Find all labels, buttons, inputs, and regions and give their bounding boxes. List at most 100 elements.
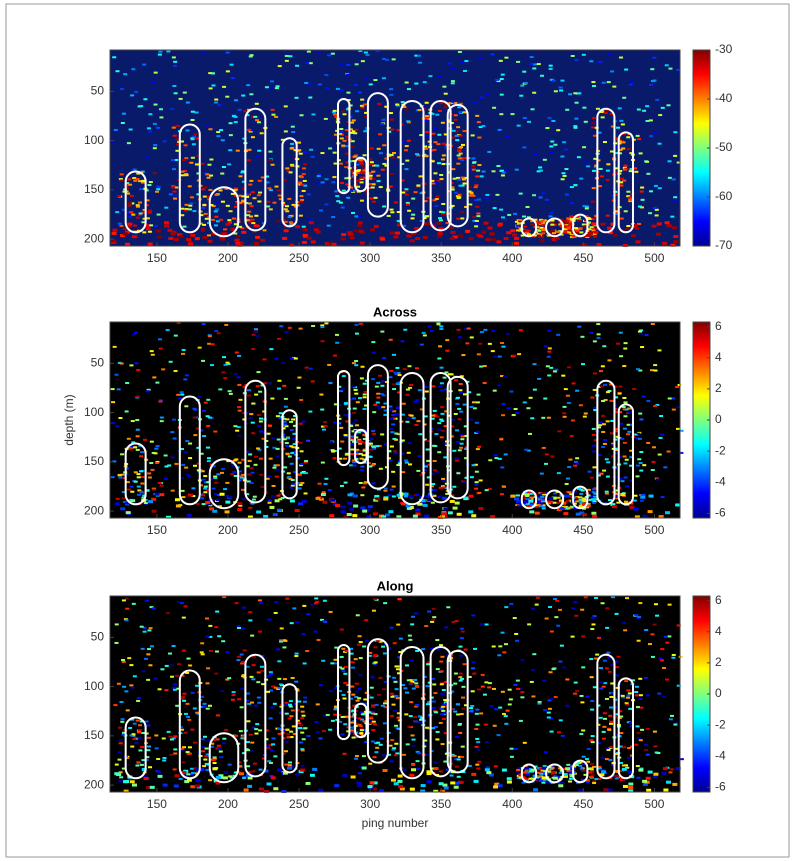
- echo-texture: [355, 614, 360, 617]
- echo-texture: [522, 215, 527, 218]
- echo-texture: [320, 326, 325, 329]
- seabed-texture: [318, 788, 324, 792]
- echo-texture: [207, 416, 212, 419]
- echo-texture: [537, 498, 542, 501]
- echo-texture: [214, 650, 219, 653]
- echo-texture: [170, 489, 175, 492]
- echo-texture: [652, 446, 657, 449]
- echo-texture: [548, 500, 553, 503]
- echo-texture: [209, 158, 214, 161]
- seabed-texture: [347, 231, 353, 235]
- echo-texture: [349, 652, 354, 655]
- echo-texture: [201, 750, 206, 753]
- seabed-texture: [149, 785, 155, 789]
- echo-texture: [135, 395, 140, 398]
- echo-texture: [119, 362, 124, 365]
- echo-texture: [459, 375, 464, 378]
- echo-texture: [351, 119, 356, 122]
- echo-texture: [253, 455, 258, 458]
- echo-texture: [199, 705, 204, 708]
- echo-texture: [201, 52, 206, 55]
- echo-texture: [390, 739, 395, 742]
- echo-texture: [149, 440, 154, 443]
- echo-texture: [518, 226, 523, 229]
- echo-texture: [333, 705, 338, 708]
- echo-texture: [568, 780, 573, 783]
- echo-texture: [471, 168, 476, 171]
- echo-texture: [456, 328, 461, 331]
- echo-texture: [620, 123, 625, 126]
- echo-texture: [155, 445, 160, 448]
- echo-texture: [306, 439, 311, 442]
- echo-texture: [351, 666, 356, 669]
- echo-texture: [638, 698, 643, 701]
- echo-texture: [562, 141, 567, 144]
- echo-texture: [570, 769, 575, 772]
- echo-texture: [292, 607, 297, 610]
- echo-texture: [615, 713, 620, 716]
- echo-texture: [308, 96, 313, 99]
- echo-texture: [192, 407, 197, 410]
- echo-texture: [181, 616, 186, 619]
- seabed-texture: [401, 768, 407, 772]
- echo-texture: [184, 374, 189, 377]
- echo-texture: [277, 686, 282, 689]
- echo-texture: [266, 432, 271, 435]
- seabed-texture: [130, 499, 136, 503]
- echo-texture: [172, 418, 177, 421]
- echo-texture: [410, 217, 415, 220]
- echo-texture: [283, 639, 288, 642]
- echo-texture: [431, 619, 436, 622]
- echo-texture: [440, 485, 445, 488]
- echo-texture: [566, 763, 571, 766]
- echo-texture: [122, 685, 127, 688]
- echo-texture: [417, 108, 422, 111]
- echo-texture: [634, 685, 639, 688]
- echo-texture: [405, 203, 410, 206]
- school-outline: [354, 156, 368, 193]
- echo-texture: [668, 718, 673, 721]
- echo-texture: [394, 694, 399, 697]
- echo-texture: [454, 758, 459, 761]
- echo-texture: [558, 719, 563, 722]
- echo-texture: [645, 727, 650, 730]
- seabed-texture: [662, 241, 668, 245]
- echo-texture: [133, 480, 138, 483]
- school-outline: [281, 409, 298, 500]
- echo-texture: [547, 699, 552, 702]
- echo-texture: [185, 129, 190, 132]
- seabed-texture: [114, 502, 120, 506]
- echo-texture: [287, 717, 292, 720]
- echo-texture: [580, 608, 585, 611]
- echo-texture: [345, 138, 350, 141]
- echo-texture: [548, 67, 553, 70]
- echo-texture: [391, 703, 396, 706]
- echo-texture: [225, 678, 230, 681]
- echo-texture: [506, 407, 511, 410]
- echo-texture: [173, 92, 178, 95]
- echo-texture: [341, 670, 346, 673]
- echo-texture: [640, 198, 645, 201]
- echo-texture: [427, 496, 432, 499]
- echo-texture: [592, 450, 597, 453]
- echo-texture: [589, 476, 594, 479]
- x-tick-label: 450: [573, 797, 593, 811]
- echo-texture: [364, 111, 369, 114]
- seabed-texture: [194, 784, 200, 788]
- echo-texture: [193, 408, 198, 411]
- echo-texture: [356, 431, 361, 434]
- echo-texture: [182, 91, 187, 94]
- echo-texture: [299, 463, 304, 466]
- echo-texture: [568, 227, 573, 230]
- echo-texture: [208, 188, 213, 191]
- echo-texture: [561, 495, 566, 498]
- echo-texture: [242, 385, 247, 388]
- echo-texture: [139, 490, 144, 493]
- echo-texture: [572, 772, 577, 775]
- echo-texture: [323, 425, 328, 428]
- echo-texture: [350, 715, 355, 718]
- echo-texture: [475, 737, 480, 740]
- seabed-texture: [409, 773, 415, 777]
- echo-texture: [199, 695, 204, 698]
- seabed-texture: [366, 515, 372, 519]
